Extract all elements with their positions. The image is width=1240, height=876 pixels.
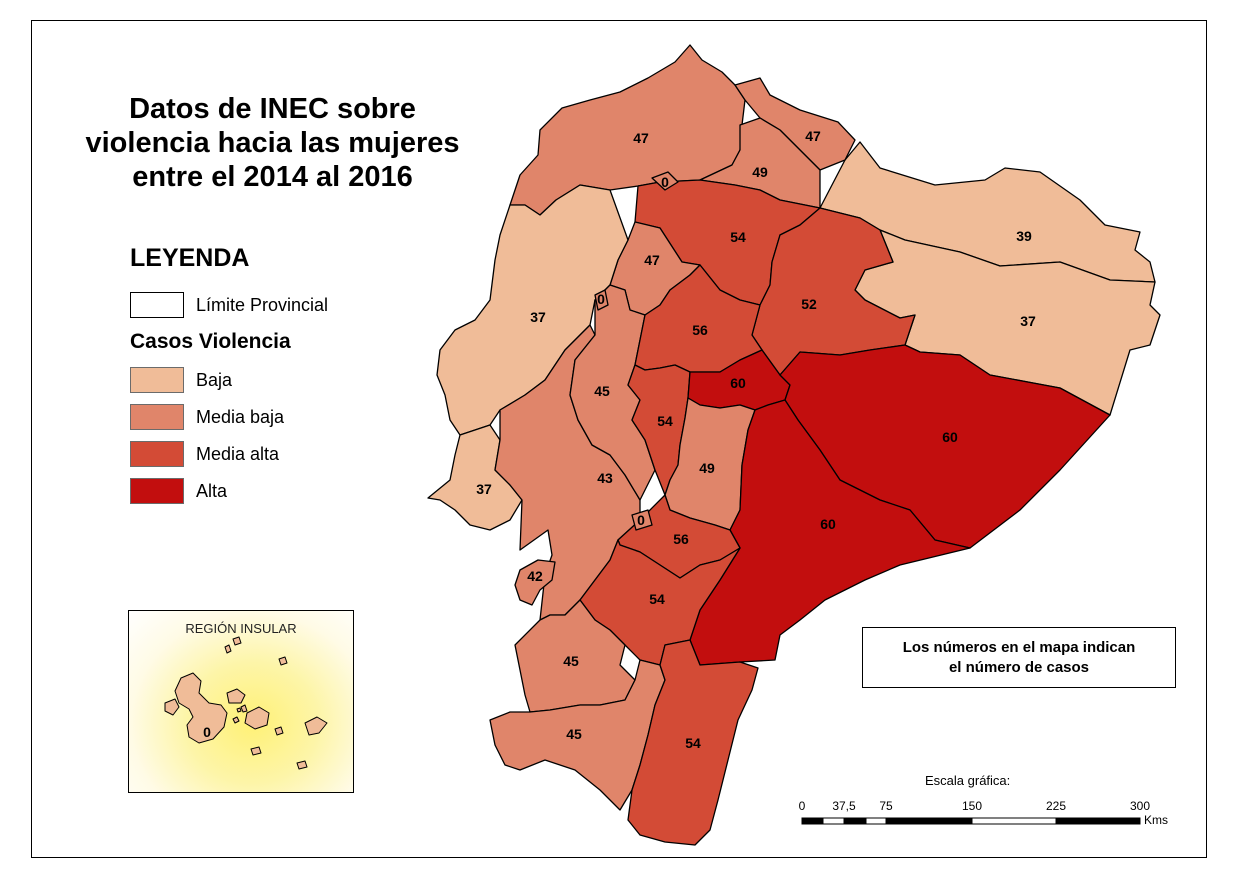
galapagos-inset: REGIÓN INSULAR 0 bbox=[128, 610, 354, 793]
legend-swatch-baja bbox=[130, 367, 184, 393]
title-line-2: violencia hacia las mujeres bbox=[85, 127, 460, 159]
map-title: Datos de INEC sobre violencia hacia las … bbox=[75, 92, 470, 194]
legend-label-media-baja: Media baja bbox=[196, 406, 285, 427]
isla-san-cristobal[interactable] bbox=[304, 716, 328, 736]
zona-no-delimitada-south[interactable] bbox=[631, 509, 653, 531]
isla-pinta[interactable] bbox=[224, 644, 232, 654]
isla-pinzon[interactable] bbox=[232, 716, 240, 724]
isla-marchena[interactable] bbox=[232, 636, 242, 646]
isla-isabela[interactable] bbox=[174, 672, 228, 744]
zona-no-delimitada-north[interactable] bbox=[651, 171, 679, 191]
legend-item-media-baja: Media baja bbox=[130, 403, 284, 431]
title-line-3: entre el 2014 al 2016 bbox=[132, 161, 413, 193]
legend-label-media-alta: Media alta bbox=[196, 443, 280, 464]
legend-swatch-media-baja bbox=[130, 404, 184, 430]
note-line-2: el número de casos bbox=[948, 658, 1090, 676]
legend-category-heading: Casos Violencia bbox=[130, 330, 291, 353]
province-puna[interactable] bbox=[514, 559, 556, 606]
legend-item-media-alta: Media alta bbox=[130, 440, 279, 468]
province-zamora-chinchipe[interactable] bbox=[627, 639, 759, 846]
isla-genovesa[interactable] bbox=[278, 656, 288, 666]
isla-espanola[interactable] bbox=[296, 760, 308, 770]
note-line-1: Los números en el mapa indican bbox=[902, 638, 1136, 656]
legend-label-alta: Alta bbox=[196, 480, 228, 501]
galapagos-islands: 0 bbox=[164, 636, 328, 770]
isla-rabida[interactable] bbox=[236, 707, 242, 713]
boundary-label: Límite Provincial bbox=[196, 294, 329, 315]
isla-fernandina[interactable] bbox=[164, 698, 180, 716]
isla-baltra[interactable] bbox=[240, 704, 248, 713]
legend-item-baja: Baja bbox=[130, 366, 232, 394]
zona-no-delimitada-west[interactable] bbox=[594, 289, 609, 311]
isla-floreana[interactable] bbox=[250, 746, 262, 756]
legend-label-baja: Baja bbox=[196, 369, 233, 390]
legend-heading: LEYENDA bbox=[130, 244, 250, 272]
isla-santiago[interactable] bbox=[226, 688, 246, 704]
scale-title: Escala gráfica: bbox=[925, 773, 1011, 788]
map-frame bbox=[31, 20, 1207, 858]
legend-swatch-media-alta bbox=[130, 441, 184, 467]
map-note: Los números en el mapa indican el número… bbox=[862, 627, 1176, 688]
inset-value-label: 0 bbox=[203, 724, 211, 740]
legend-item-alta: Alta bbox=[130, 477, 227, 505]
title-line-1: Datos de INEC sobre bbox=[129, 93, 416, 125]
legend-swatch-alta bbox=[130, 478, 184, 504]
isla-santa-cruz[interactable] bbox=[244, 706, 270, 730]
legend-boundary-item: Límite Provincial bbox=[130, 291, 328, 319]
boundary-swatch bbox=[130, 292, 184, 318]
isla-santa-fe[interactable] bbox=[274, 726, 284, 736]
inset-title: REGIÓN INSULAR bbox=[185, 621, 297, 636]
